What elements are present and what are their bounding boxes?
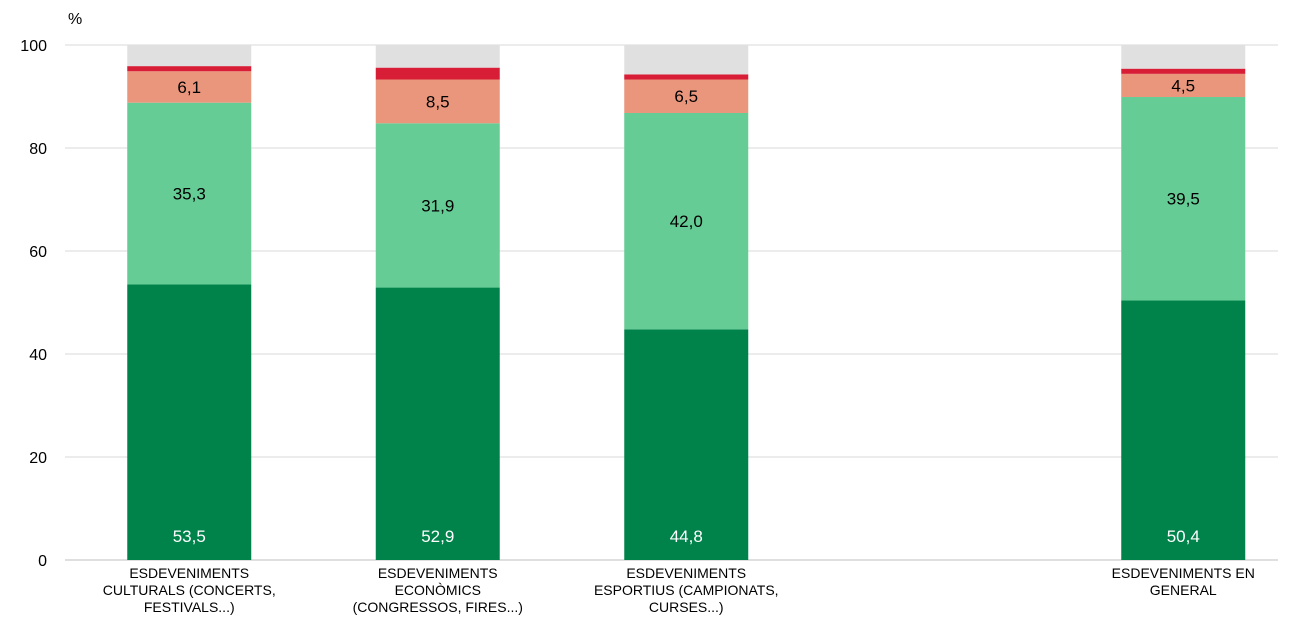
bar-segment — [375, 123, 500, 288]
bar-segment — [1121, 97, 1246, 301]
bar-segment — [624, 112, 749, 330]
data-label: 52,9 — [421, 527, 454, 546]
data-label: 6,1 — [177, 78, 201, 97]
bar-segment — [375, 45, 500, 68]
category-label: ESDEVENIMENTS EN — [1112, 565, 1255, 581]
category-label: (CONGRESSOS, FIRES...) — [353, 599, 523, 615]
bar-segment — [624, 329, 749, 560]
category-label: CULTURALS (CONCERTS, — [103, 582, 276, 598]
category-label: ESDEVENIMENTS — [129, 565, 249, 581]
bar-segment — [127, 71, 252, 103]
y-tick-label: 60 — [29, 244, 47, 261]
y-tick-label: 80 — [29, 141, 47, 158]
data-label: 4,5 — [1171, 76, 1195, 95]
y-tick-label: 40 — [29, 347, 47, 364]
bar-segment — [1121, 45, 1246, 69]
data-label: 8,5 — [426, 92, 450, 111]
category-label: FESTIVALS...) — [144, 599, 235, 615]
bars — [127, 45, 1246, 560]
y-tick-label: 20 — [29, 450, 47, 467]
data-label: 50,4 — [1167, 527, 1200, 546]
data-label: 39,5 — [1167, 190, 1200, 209]
bar-segment — [624, 45, 749, 75]
bar-segment — [127, 66, 252, 72]
data-label: 35,3 — [173, 185, 206, 204]
data-label: 42,0 — [670, 212, 703, 231]
y-tick-label: 100 — [20, 38, 47, 55]
bar-segment — [127, 284, 252, 560]
bar-segment — [1121, 300, 1246, 560]
category-label: ESDEVENIMENTS — [626, 565, 746, 581]
data-label: 53,5 — [173, 527, 206, 546]
data-labels: 53,5 35,3 6,1 52,9 31,9 8,5 44,8 42,0 6,5 50,4 39,… — [173, 76, 1200, 546]
y-tick-label: 0 — [38, 553, 47, 570]
y-unit-label: % — [68, 11, 82, 28]
bar-segment — [1121, 73, 1246, 98]
category-label: GENERAL — [1150, 582, 1217, 598]
category-label: ESPORTIUS (CAMPIONATS, — [594, 582, 779, 598]
data-label: 31,9 — [421, 196, 454, 215]
bar-segment — [127, 45, 252, 67]
y-axis-ticks: 0 20 40 60 80 100 — [20, 38, 47, 570]
bar-segment — [127, 102, 252, 285]
category-label: ESDEVENIMENTS — [378, 565, 498, 581]
bar-segment — [375, 287, 500, 560]
category-label: ECONÒMICS — [395, 582, 481, 598]
bar-segment — [375, 67, 500, 80]
category-label: CURSES...) — [649, 599, 724, 615]
bar-segment — [624, 74, 749, 80]
bar-segment — [1121, 68, 1246, 74]
bar-segment — [375, 79, 500, 124]
bar-segment — [624, 79, 749, 113]
data-label: 44,8 — [670, 527, 703, 546]
data-label: 6,5 — [674, 87, 698, 106]
